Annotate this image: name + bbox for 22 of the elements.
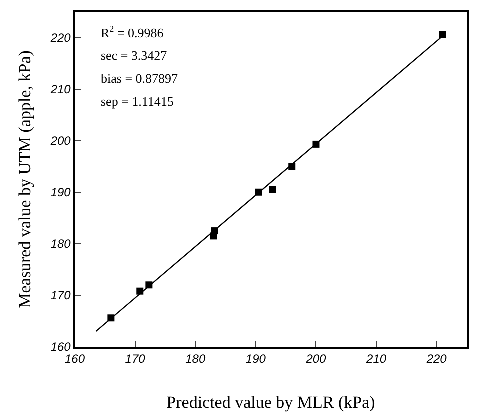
x-tick-label: 160 <box>64 352 86 366</box>
x-tick-label: 220 <box>426 352 448 366</box>
x-tick-label: 200 <box>305 352 327 366</box>
y-tick-label: 180 <box>50 237 72 252</box>
y-tick-label: 200 <box>50 134 72 148</box>
x-axis-title: Predicted value by MLR (kPa) <box>166 393 376 412</box>
y-tick-label: 190 <box>50 186 72 200</box>
x-tick-label: 170 <box>125 352 146 366</box>
y-tick-label: 160 <box>50 340 72 354</box>
x-tick-label: 190 <box>246 352 266 366</box>
annotation: sec = 3.3427 <box>101 48 168 63</box>
annotation: sep = 1.11415 <box>101 94 174 109</box>
annotation: bias = 0.87897 <box>101 71 179 86</box>
y-tick-label: 210 <box>50 82 72 97</box>
x-tick-label: 180 <box>186 352 206 366</box>
point <box>439 31 446 38</box>
y-tick-label: 170 <box>50 288 72 303</box>
x-tick-label: 210 <box>366 352 387 366</box>
point <box>269 186 276 194</box>
y-tick-label: 220 <box>50 30 72 45</box>
y-axis-title: Measured value by UTM (apple, kPa) <box>16 50 34 308</box>
annotation: R$^{2}$ = 0.9986 <box>101 24 164 40</box>
